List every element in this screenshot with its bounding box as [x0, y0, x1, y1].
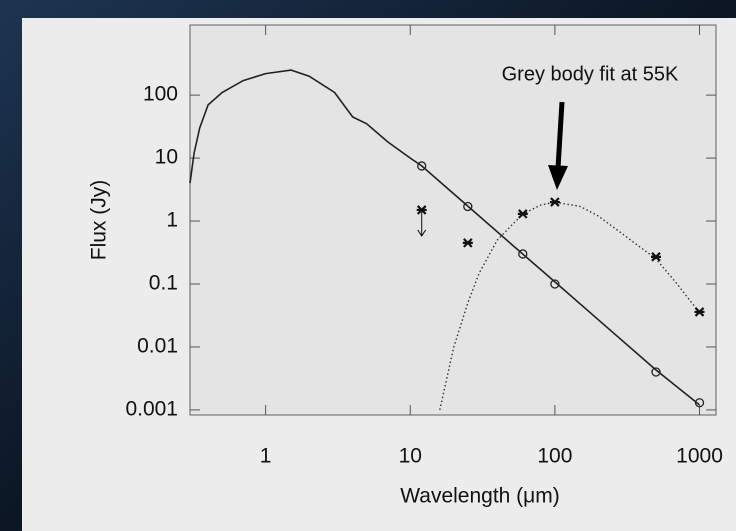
- model-point: [417, 161, 427, 171]
- model-point: [550, 279, 560, 289]
- y-tick-label: 100: [143, 83, 178, 106]
- upper-limit-arrow: [417, 209, 427, 237]
- data-point: [549, 197, 560, 207]
- x-tick-label: 1000: [676, 445, 723, 468]
- sed-line: [189, 69, 701, 406]
- grey-body-line: [439, 201, 701, 411]
- data-point: [694, 307, 705, 317]
- y-axis-label: Flux (Jy): [88, 180, 111, 261]
- data-point: [517, 209, 528, 219]
- x-axis-label: Wavelength (μm): [400, 485, 560, 508]
- y-tick-label: 0.01: [137, 334, 178, 357]
- y-tick-label: 10: [155, 146, 178, 169]
- model-point: [694, 398, 705, 408]
- y-tick-label: 0.1: [149, 272, 178, 295]
- model-point: [463, 201, 473, 212]
- x-tick-label: 10: [399, 445, 422, 468]
- model-point: [518, 249, 528, 259]
- annotation-arrowhead: [548, 165, 568, 190]
- annotation: Grey body fit at 55K: [502, 63, 679, 85]
- annotation-arrow: [555, 101, 565, 169]
- model-point: [651, 367, 661, 377]
- x-tick-label: 1: [260, 445, 272, 468]
- y-tick-label: 0.001: [125, 397, 178, 420]
- y-tick-label: 1: [166, 209, 178, 232]
- data-point: [416, 205, 427, 215]
- data-point: [650, 252, 661, 262]
- x-tick-label: 100: [537, 445, 572, 468]
- data-point: [462, 238, 473, 248]
